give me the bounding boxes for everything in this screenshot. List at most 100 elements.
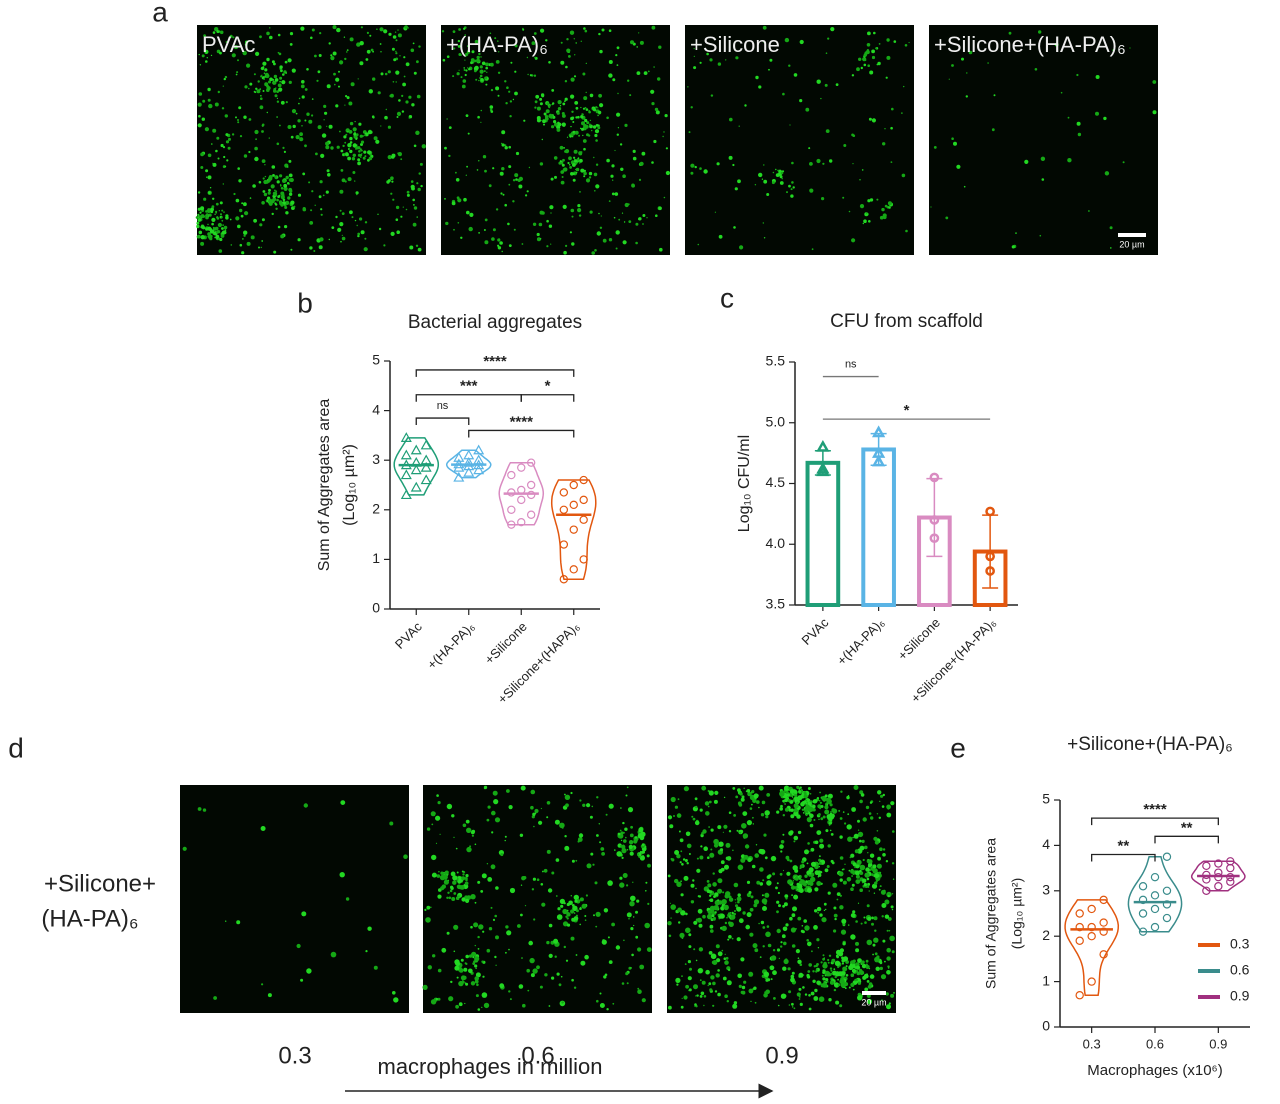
spot [553, 938, 559, 944]
data-point [463, 456, 475, 467]
spot [457, 45, 461, 48]
spot [615, 230, 620, 235]
spot [198, 230, 203, 235]
spot [474, 901, 477, 904]
spot [578, 833, 584, 838]
spot [713, 838, 719, 845]
spot [259, 88, 262, 90]
spot [687, 960, 692, 964]
spot [463, 967, 468, 972]
spot [887, 965, 890, 968]
spot [641, 151, 646, 156]
spot [879, 961, 883, 965]
spot [613, 216, 616, 219]
spot [568, 156, 572, 161]
spot [330, 56, 335, 61]
spot [879, 885, 882, 888]
spot [512, 179, 516, 182]
spot [694, 1005, 696, 1007]
spot [486, 71, 488, 74]
spot [855, 920, 858, 923]
spot [625, 794, 628, 797]
spot [808, 994, 811, 997]
spot [534, 100, 538, 104]
spot [768, 68, 770, 71]
spot [743, 787, 745, 790]
spot [780, 840, 785, 844]
spot [724, 921, 728, 925]
spot [504, 839, 506, 842]
spot [343, 135, 347, 139]
spot [356, 42, 361, 47]
spot [685, 831, 691, 837]
spot [495, 886, 499, 890]
spot [595, 184, 600, 189]
spot [890, 993, 895, 998]
spot [874, 929, 877, 932]
spot [683, 786, 690, 792]
spot [531, 888, 535, 891]
spot [205, 213, 209, 217]
spot [541, 211, 545, 215]
spot [272, 191, 278, 196]
spot [468, 226, 473, 232]
data-point [1202, 861, 1211, 871]
spot [311, 190, 314, 193]
spot [498, 238, 501, 240]
violin [445, 449, 492, 479]
spot [864, 987, 869, 992]
spot [620, 844, 622, 847]
spot [641, 850, 646, 854]
spot [508, 165, 512, 169]
significance-bracket [520, 394, 575, 402]
spot [711, 914, 715, 918]
spot [741, 985, 746, 990]
spot [830, 969, 833, 972]
spot [812, 799, 817, 804]
spot [459, 885, 465, 890]
spot [509, 100, 513, 103]
spot [539, 985, 543, 989]
spot [901, 112, 903, 114]
spot [491, 810, 496, 816]
spot [734, 899, 736, 901]
spot [567, 161, 570, 165]
spot [664, 114, 668, 118]
spot [497, 94, 500, 97]
spot [710, 828, 714, 832]
x-tick-label: 0.6 [1146, 1036, 1164, 1051]
spot [642, 214, 646, 217]
data-point [871, 454, 886, 467]
spot [734, 910, 736, 912]
spot [793, 73, 798, 77]
spot [792, 796, 794, 798]
spot [630, 895, 636, 902]
spot [467, 67, 469, 69]
spot [608, 60, 613, 64]
spot [463, 197, 467, 202]
spot [809, 162, 813, 166]
spot [354, 219, 357, 222]
spot [790, 885, 796, 890]
spot [306, 112, 310, 116]
spot [781, 178, 783, 180]
spot [353, 132, 357, 136]
spot [697, 243, 700, 246]
spot [521, 957, 523, 959]
spot [585, 108, 589, 111]
spot [533, 74, 537, 77]
spot [474, 944, 476, 947]
spot [859, 869, 862, 873]
spot [572, 163, 576, 167]
data-point [1075, 936, 1084, 945]
spot [286, 182, 290, 185]
spot [417, 187, 421, 192]
spot [235, 216, 240, 221]
spot [819, 844, 823, 848]
spot [759, 956, 762, 958]
spot [198, 92, 203, 96]
spot [629, 94, 632, 97]
data-point [929, 533, 940, 544]
spot [874, 881, 878, 885]
spot [395, 81, 397, 83]
